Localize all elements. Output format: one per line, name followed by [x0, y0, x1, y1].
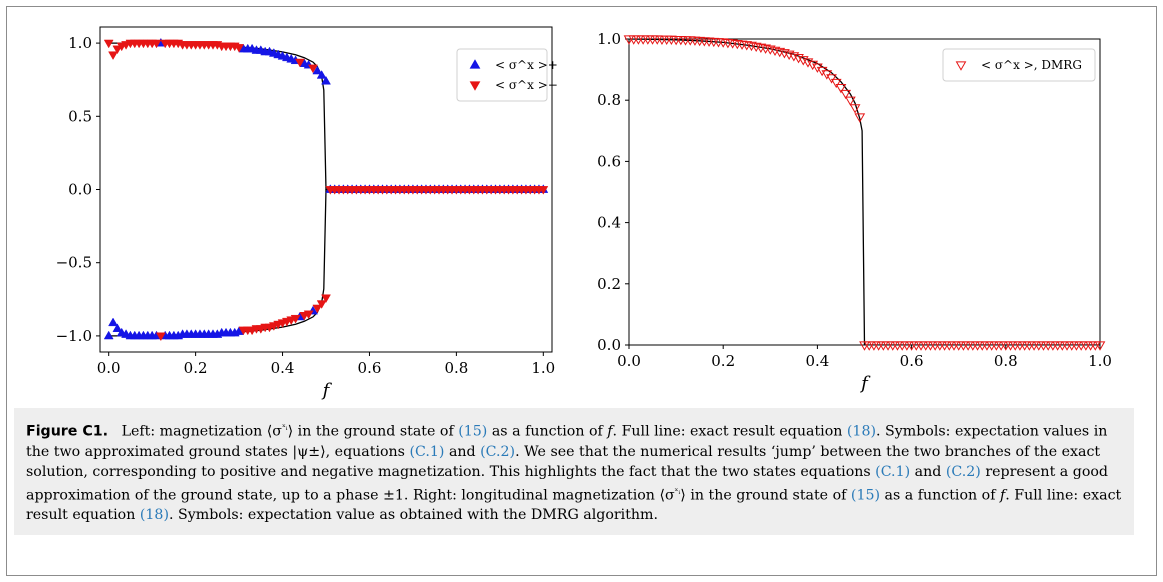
y-tick-label: 0.4: [597, 214, 621, 232]
data-point-series-0: [826, 74, 837, 84]
caption-label: Figure C1.: [26, 423, 109, 440]
caption-text-21: f: [999, 487, 1006, 504]
x-tick-label: 1.0: [1088, 352, 1112, 370]
data-point-series-1: [316, 300, 327, 309]
data-point-series-0: [854, 113, 866, 123]
data-point-series-0: [788, 52, 800, 62]
caption-ref-15b[interactable]: (15): [850, 487, 881, 504]
x-tick-label: 0.2: [184, 359, 208, 377]
caption-ref-15[interactable]: (15): [458, 423, 488, 440]
figure-caption: Figure C1. Left: magnetization ⟨σˣᵢ⟩ in …: [14, 408, 1134, 536]
y-tick-label: 0.0: [68, 181, 92, 199]
caption-text-0: Left: magnetization ⟨σ: [121, 423, 282, 440]
caption-ref-18b[interactable]: (18): [139, 507, 169, 524]
y-tick-label: 0.2: [597, 275, 621, 293]
legend-marker-0: [955, 61, 967, 71]
caption-text-2: ⟩ in the ground state of: [287, 423, 459, 440]
data-point-series-0: [793, 54, 804, 64]
data-point-series-0: [316, 70, 327, 79]
data-point-series-1: [290, 314, 301, 324]
caption-text-20: as a function of: [880, 487, 1000, 504]
data-point-series-1: [303, 310, 314, 320]
legend-label-1: < σ^x >−: [495, 78, 558, 92]
caption-text-18: ⟩ in the ground state of: [680, 487, 851, 504]
data-point-series-1: [308, 64, 318, 74]
legend-label-0: < σ^x >+: [495, 58, 558, 72]
caption-ref-c2[interactable]: (C.2): [480, 443, 516, 460]
data-point-series-0: [1094, 341, 1106, 351]
caption-ref-c1b[interactable]: (C.1): [875, 463, 911, 480]
y-tick-label: 0.6: [597, 152, 621, 170]
data-point-series-0: [103, 330, 114, 340]
data-point-series-1: [151, 39, 162, 49]
left-chart: 0.0 0.2 0.4 0.6 0.8 1.0 −1.0 −0.5 0.0 0.5 1.0 f < σ^…: [56, 26, 558, 401]
y-tick-label: −1.0: [56, 327, 92, 345]
data-point-series-0: [108, 317, 118, 327]
y-tick-label: 1.0: [597, 30, 621, 48]
y-tick-label: 1.0: [68, 34, 92, 52]
data-point-series-1: [103, 39, 114, 49]
caption-text-4: as a function of: [487, 423, 608, 440]
data-point-series-0: [816, 66, 828, 77]
data-point-series-1: [538, 186, 549, 195]
data-point-series-0: [812, 63, 823, 73]
legend-box: [456, 48, 548, 102]
legend-marker-0: [469, 59, 481, 69]
y-tick-label: 0.8: [597, 91, 621, 109]
y-tick-label: 0.0: [597, 336, 621, 354]
x-tick-label: 0.0: [617, 352, 641, 370]
caption-text-24: . Symbols: expectation value as obtained…: [168, 507, 659, 524]
caption-text-12: . We see that the numerical results ‘jum…: [26, 443, 1101, 480]
x-tick-label: 0.6: [900, 352, 924, 370]
caption-ref-18[interactable]: (18): [846, 423, 877, 440]
x-tick-label: 0.8: [444, 359, 468, 377]
x-tick-label: 0.4: [805, 352, 829, 370]
data-point-series-0: [783, 50, 795, 61]
data-point-series-1: [294, 58, 305, 68]
data-point-series-1: [108, 51, 118, 61]
x-axis-label: f: [321, 380, 333, 401]
data-point-series-0: [779, 49, 790, 59]
data-point-series-1: [155, 332, 166, 342]
data-point-series-0: [807, 60, 819, 71]
x-tick-label: 0.8: [994, 352, 1018, 370]
data-point-series-0: [835, 84, 847, 94]
y-tick-label: 0.5: [68, 107, 92, 125]
x-tick-label: 0.0: [97, 359, 121, 377]
caption-text-10: and: [444, 443, 481, 460]
data-point-series-0: [845, 96, 856, 106]
x-tick-label: 0.4: [271, 359, 295, 377]
data-point-series-0: [802, 58, 814, 68]
data-point-series-0: [321, 75, 331, 85]
x-axis-label: f: [859, 373, 871, 394]
data-point-series-1: [234, 44, 245, 53]
data-point-series-1: [312, 304, 323, 314]
data-point-series-0: [849, 104, 861, 114]
data-point-series-0: [830, 78, 842, 89]
caption-text-6: . Full line: exact result equation: [612, 423, 847, 440]
x-tick-label: 0.6: [358, 359, 382, 377]
right-chart: 0.0 0.2 0.4 0.6 0.8 1.0 0.0 0.2 0.4 0.6 0.8 1.0 f < σ…: [597, 30, 1112, 394]
caption-text-1: ˣᵢ: [281, 423, 288, 433]
x-tick-label: 0.2: [711, 352, 735, 370]
y-tick-label: −0.5: [56, 254, 92, 272]
caption-text-22: . Full line: exact result equation: [26, 487, 1122, 524]
legend-marker-1: [469, 81, 481, 91]
data-point-series-0: [112, 323, 123, 332]
caption-text-8: . Symbols: expectation values in the two…: [26, 423, 1108, 460]
data-point-series-0: [797, 56, 809, 66]
caption-ref-c2b[interactable]: (C.2): [945, 463, 981, 480]
x-tick-label: 1.0: [531, 359, 555, 377]
data-point-series-0: [840, 89, 852, 100]
caption-text-14: and: [910, 463, 946, 480]
data-point-series-1: [321, 294, 331, 304]
data-point-series-0: [312, 65, 323, 75]
legend-label-0: < σ^x >, DMRG: [981, 58, 1082, 72]
data-point-series-1: [112, 45, 123, 55]
caption-text-5: f: [607, 423, 613, 440]
caption-ref-c1[interactable]: (C.1): [409, 443, 445, 460]
legend-box: [942, 48, 1096, 82]
caption-text-17: ˣᵢ: [674, 486, 681, 497]
caption-text-16: represent a good approximation of the gr…: [26, 463, 1109, 504]
